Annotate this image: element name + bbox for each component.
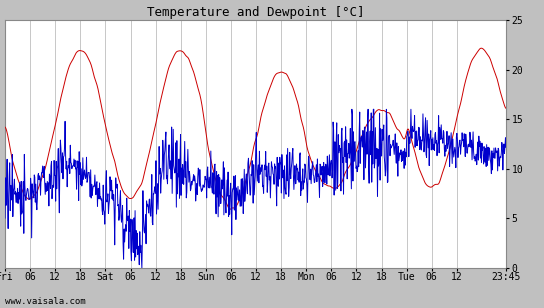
Text: www.vaisala.com: www.vaisala.com bbox=[5, 298, 86, 306]
Title: Temperature and Dewpoint [°C]: Temperature and Dewpoint [°C] bbox=[147, 6, 364, 19]
